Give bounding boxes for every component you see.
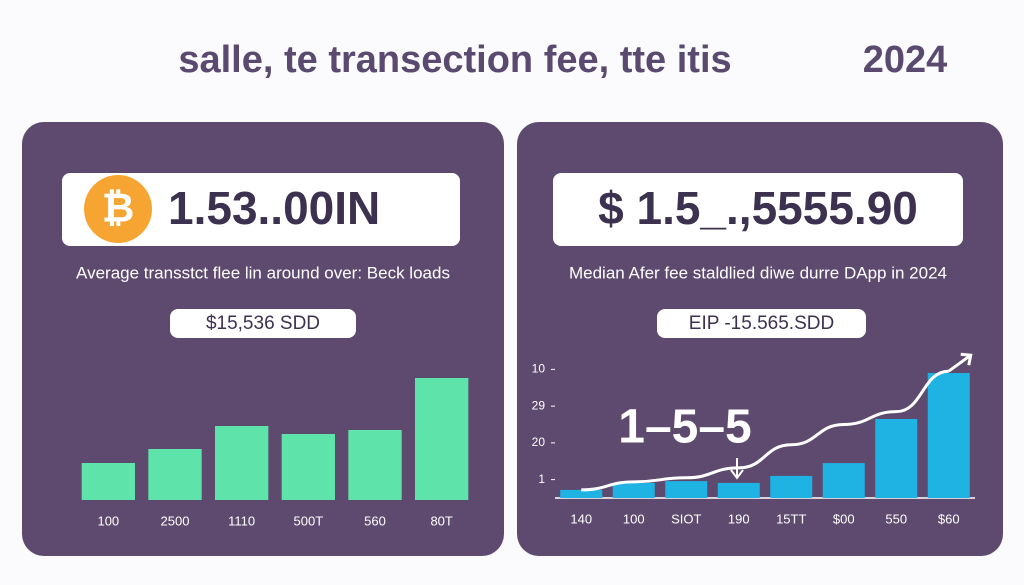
x-tick-label: $60: [938, 511, 960, 526]
y-tick-label: 29: [532, 398, 546, 412]
x-tick-label: 550: [885, 511, 907, 526]
badge-text: $15,536 SDD: [206, 313, 320, 334]
bar: [281, 434, 335, 500]
y-tick-label: 1: [538, 472, 545, 486]
x-tick-label: 190: [728, 511, 750, 526]
bar: [215, 426, 269, 500]
x-tick-label: 2500: [161, 513, 190, 528]
bar: [81, 463, 135, 500]
x-tick-label: 100: [623, 511, 645, 526]
bar: [560, 489, 603, 498]
bitcoin-icon: [84, 175, 152, 243]
x-tick-label: 100: [97, 513, 119, 528]
title: salle, te transection fee, tte itis: [178, 39, 731, 81]
x-tick-label: 15TT: [776, 511, 806, 526]
bar: [612, 482, 655, 498]
bitcoin-symbol: ₿: [102, 187, 135, 231]
y-tick-label: 20: [532, 435, 546, 449]
trend-arrow: [947, 352, 973, 373]
y-tick-label: 10: [532, 362, 546, 376]
x-tick-label: 500T: [294, 513, 324, 528]
trend-line: [581, 369, 949, 492]
caption: Median Afer fee staldlied diwe durre DAp…: [569, 263, 947, 282]
x-tick-label: 1110: [228, 513, 255, 528]
bar: [148, 449, 202, 500]
x-tick-label: 560: [364, 513, 386, 528]
bar: [717, 482, 760, 498]
bar: [348, 430, 402, 500]
headline-value: 1.53..00IN: [168, 182, 380, 234]
bar: [770, 475, 813, 498]
badge-text: EIP -15.565.SDD: [689, 313, 834, 334]
annotation: 1–5–5: [618, 401, 751, 454]
year: 2024: [863, 39, 948, 81]
badge: [657, 309, 866, 338]
badge: [170, 309, 356, 338]
headline-box: [553, 173, 963, 246]
x-tick-label: SIOT: [671, 511, 701, 526]
x-tick-label: 80T: [430, 513, 452, 528]
bar: [927, 373, 970, 498]
bar: [415, 378, 469, 500]
bar: [822, 463, 865, 498]
bar: [875, 418, 918, 498]
headline-value: $ 1.5_.,5555.90: [598, 182, 918, 234]
x-tick-label: 140: [570, 511, 592, 526]
bar: [665, 481, 708, 498]
x-tick-label: $00: [833, 511, 855, 526]
marker-arrow: [730, 458, 744, 480]
caption: Average transstct flee lin around over: …: [76, 263, 450, 282]
headline-box: [62, 173, 460, 246]
